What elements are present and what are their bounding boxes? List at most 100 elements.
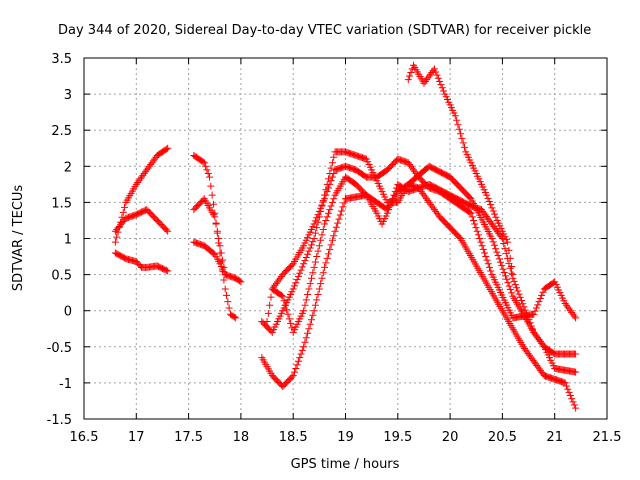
data-point	[326, 170, 334, 178]
data-point	[490, 241, 498, 249]
data-point	[473, 227, 481, 235]
data-point	[327, 202, 335, 210]
data-point	[539, 341, 547, 349]
data-point	[535, 298, 543, 306]
data-point	[404, 159, 412, 167]
y-tick-label: -1	[59, 377, 72, 392]
data-point	[572, 314, 580, 322]
data-point	[513, 284, 521, 292]
data-point	[501, 272, 509, 280]
data-point	[487, 267, 495, 275]
y-tick-label: -1.5	[47, 413, 72, 428]
data-point	[564, 303, 572, 311]
data-point	[145, 162, 153, 170]
data-point	[500, 239, 508, 247]
data-point	[310, 220, 318, 228]
data-point	[536, 295, 544, 303]
data-point	[430, 206, 438, 214]
data-point	[468, 213, 476, 221]
data-point	[508, 269, 516, 277]
series-track-a	[111, 144, 172, 246]
data-point	[532, 332, 540, 340]
y-axis-label: SDTVAR / TECUs	[11, 185, 26, 292]
data-point	[532, 304, 540, 312]
data-point	[164, 144, 172, 152]
data-point	[421, 77, 429, 85]
data-point	[199, 158, 207, 166]
data-point	[477, 238, 485, 246]
data-point	[301, 257, 309, 265]
data-point	[409, 166, 417, 174]
data-point	[230, 313, 238, 321]
data-point	[484, 194, 492, 202]
data-point	[566, 392, 574, 400]
data-point	[534, 334, 542, 342]
data-point	[216, 242, 224, 250]
data-point	[321, 263, 329, 271]
data-point	[483, 256, 491, 264]
data-point	[505, 282, 513, 290]
data-point	[319, 269, 327, 277]
data-point	[466, 194, 474, 202]
data-point	[453, 116, 461, 124]
data-point	[469, 216, 477, 224]
series-track-k	[404, 61, 517, 279]
data-point	[301, 338, 309, 346]
data-point	[332, 223, 340, 231]
data-point	[510, 277, 518, 285]
data-point	[310, 235, 318, 242]
data-point	[424, 74, 432, 82]
data-point	[304, 290, 312, 298]
data-point	[488, 204, 496, 212]
data-point	[323, 254, 331, 262]
x-tick-label: 19.5	[383, 430, 412, 445]
data-point	[531, 307, 539, 315]
data-point	[498, 262, 506, 270]
series-track-c	[111, 249, 172, 275]
data-point	[314, 290, 322, 298]
data-point	[506, 254, 514, 262]
data-point	[564, 385, 572, 393]
data-point	[390, 191, 398, 199]
y-tick-label: -0.5	[47, 341, 72, 356]
data-point	[315, 213, 323, 221]
data-point	[212, 220, 220, 228]
data-point	[232, 314, 240, 322]
data-point	[511, 281, 519, 289]
data-point	[305, 285, 313, 293]
data-point	[492, 213, 500, 221]
data-point	[293, 276, 301, 284]
series-track-e	[190, 195, 245, 286]
data-point	[474, 231, 482, 239]
data-point	[132, 180, 140, 188]
series-track-i	[258, 148, 580, 358]
data-point	[302, 253, 310, 261]
data-point	[318, 202, 326, 210]
data-point	[521, 306, 529, 314]
data-point	[488, 235, 496, 242]
data-point	[565, 305, 573, 313]
data-point	[483, 191, 491, 199]
data-point	[460, 143, 468, 151]
data-point	[424, 197, 432, 205]
x-tick-label: 19	[337, 430, 354, 445]
data-point	[313, 253, 321, 261]
data-point	[568, 309, 576, 317]
data-point	[291, 368, 299, 376]
data-point	[526, 319, 534, 327]
data-point	[419, 189, 427, 197]
data-point	[267, 293, 275, 301]
data-point	[506, 285, 514, 293]
data-point	[289, 372, 297, 380]
data-point	[140, 170, 148, 178]
y-tick-label: 1	[64, 233, 72, 248]
data-point	[143, 166, 151, 174]
data-point	[562, 382, 570, 390]
data-point	[162, 266, 170, 274]
data-point	[211, 213, 219, 221]
data-point	[293, 361, 301, 369]
data-point	[515, 290, 523, 298]
data-point	[458, 134, 466, 142]
x-axis-label: GPS time / hours	[291, 457, 400, 472]
data-point	[144, 164, 152, 172]
